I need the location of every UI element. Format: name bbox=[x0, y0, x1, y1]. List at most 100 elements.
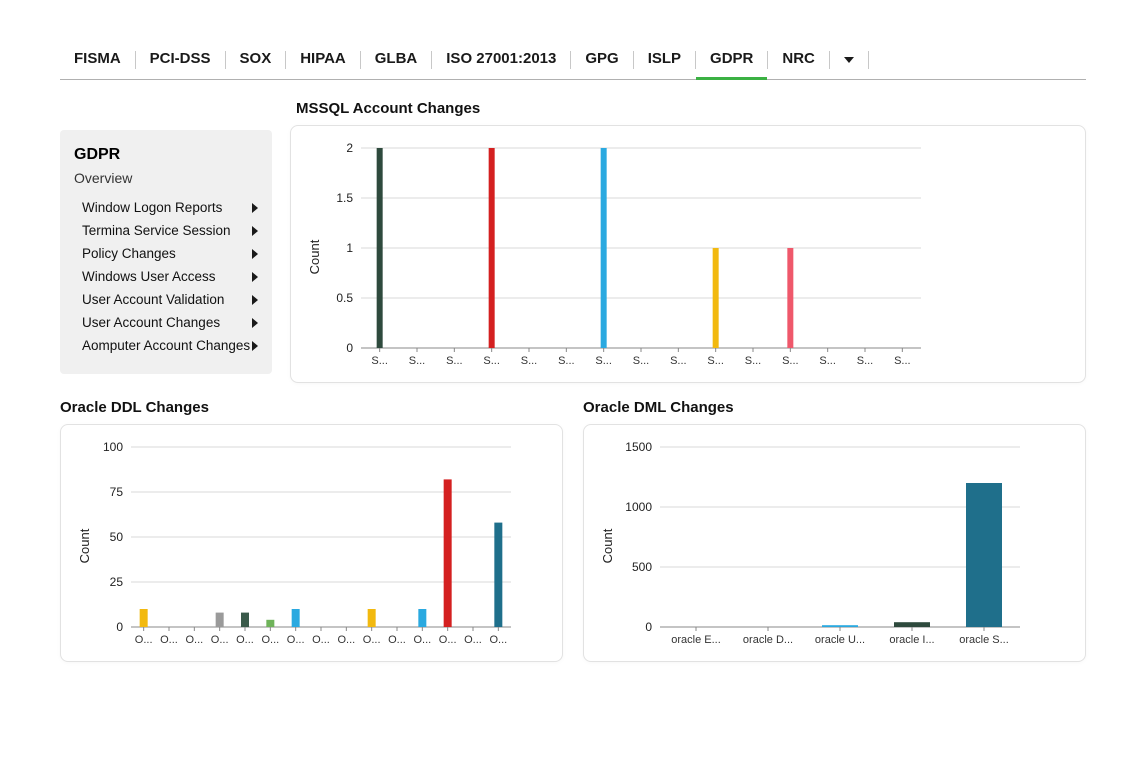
svg-text:S...: S... bbox=[483, 355, 500, 367]
svg-text:oracle E...: oracle E... bbox=[671, 634, 721, 646]
sidebar-items: Window Logon Reports Termina Service Sess… bbox=[74, 196, 258, 357]
bar[interactable] bbox=[377, 148, 383, 348]
bar[interactable] bbox=[216, 613, 224, 627]
svg-text:O...: O... bbox=[185, 634, 203, 646]
svg-text:S...: S... bbox=[745, 355, 762, 367]
svg-text:oracle S...: oracle S... bbox=[959, 634, 1009, 646]
bar[interactable] bbox=[713, 248, 719, 348]
bar[interactable] bbox=[787, 248, 793, 348]
tab-iso-27001-2013[interactable]: ISO 27001:2013 bbox=[432, 40, 570, 80]
bar[interactable] bbox=[241, 613, 249, 627]
svg-text:O...: O... bbox=[236, 634, 254, 646]
sidebar-item-label: User Account Changes bbox=[82, 315, 220, 330]
svg-text:S...: S... bbox=[446, 355, 463, 367]
svg-text:oracle I...: oracle I... bbox=[889, 634, 934, 646]
bar[interactable] bbox=[444, 479, 452, 627]
mssql-chart: 00.511.52S...S...S...S...S...S...S...S..… bbox=[299, 140, 941, 374]
svg-text:0: 0 bbox=[116, 620, 123, 634]
sidebar-item-aomputer-account-changes[interactable]: Aomputer Account Changes bbox=[74, 334, 258, 357]
bar[interactable] bbox=[494, 523, 502, 627]
svg-text:500: 500 bbox=[632, 560, 652, 574]
svg-text:1500: 1500 bbox=[625, 440, 652, 454]
svg-text:S...: S... bbox=[707, 355, 724, 367]
tab-nrc[interactable]: NRC bbox=[768, 40, 829, 80]
svg-text:S...: S... bbox=[819, 355, 836, 367]
svg-text:O...: O... bbox=[413, 634, 431, 646]
bar[interactable] bbox=[966, 483, 1002, 627]
svg-text:25: 25 bbox=[110, 575, 124, 589]
mssql-chart-wrap: Count 00.511.52S...S...S...S...S...S...S… bbox=[299, 140, 1067, 374]
chevron-right-icon bbox=[252, 341, 258, 351]
svg-text:1000: 1000 bbox=[625, 500, 652, 514]
oracle-ddl-section: Oracle DDL Changes Count 0255075100O...O… bbox=[60, 399, 563, 662]
bar[interactable] bbox=[368, 609, 376, 627]
svg-text:O...: O... bbox=[489, 634, 507, 646]
bar[interactable] bbox=[418, 609, 426, 627]
tab-separator bbox=[868, 51, 869, 69]
bar[interactable] bbox=[489, 148, 495, 348]
tab-sox[interactable]: SOX bbox=[226, 40, 286, 80]
tab-gdpr[interactable]: GDPR bbox=[696, 40, 767, 80]
svg-text:O...: O... bbox=[261, 634, 279, 646]
svg-text:O...: O... bbox=[135, 634, 153, 646]
chevron-right-icon bbox=[252, 226, 258, 236]
oracle-ddl-card: Count 0255075100O...O...O...O...O...O...… bbox=[60, 424, 563, 662]
mssql-ylabel: Count bbox=[307, 240, 322, 275]
svg-text:O...: O... bbox=[464, 634, 482, 646]
sidebar-item-label: Termina Service Session bbox=[82, 223, 231, 238]
sidebar-subtitle[interactable]: Overview bbox=[74, 170, 258, 186]
tab-hipaa[interactable]: HIPAA bbox=[286, 40, 360, 80]
svg-text:S...: S... bbox=[558, 355, 575, 367]
bar[interactable] bbox=[266, 620, 274, 627]
svg-text:S...: S... bbox=[670, 355, 687, 367]
sidebar-title: GDPR bbox=[74, 146, 258, 164]
tab-islp[interactable]: ISLP bbox=[634, 40, 695, 80]
bar[interactable] bbox=[601, 148, 607, 348]
bar[interactable] bbox=[822, 625, 858, 627]
tab-glba[interactable]: GLBA bbox=[361, 40, 432, 80]
svg-text:S...: S... bbox=[633, 355, 650, 367]
sidebar-item-label: Policy Changes bbox=[82, 246, 176, 261]
bar[interactable] bbox=[292, 609, 300, 627]
sidebar-item-termina-service-session[interactable]: Termina Service Session bbox=[74, 219, 258, 242]
tab-fisma[interactable]: FISMA bbox=[60, 40, 135, 80]
sidebar-item-label: Window Logon Reports bbox=[82, 200, 222, 215]
chevron-right-icon bbox=[252, 272, 258, 282]
svg-text:O...: O... bbox=[287, 634, 305, 646]
sidebar-item-label: Windows User Access bbox=[82, 269, 216, 284]
svg-text:50: 50 bbox=[110, 530, 124, 544]
svg-text:100: 100 bbox=[103, 440, 123, 454]
row-1: GDPR Overview Window Logon Reports Termin… bbox=[60, 100, 1086, 383]
oracle-ddl-title: Oracle DDL Changes bbox=[60, 399, 563, 416]
bar[interactable] bbox=[894, 622, 930, 627]
bar[interactable] bbox=[140, 609, 148, 627]
svg-text:0: 0 bbox=[645, 620, 652, 634]
tab-gpg[interactable]: GPG bbox=[571, 40, 632, 80]
svg-text:O...: O... bbox=[312, 634, 330, 646]
svg-text:1.5: 1.5 bbox=[336, 191, 353, 205]
svg-text:oracle D...: oracle D... bbox=[743, 634, 793, 646]
sidebar-item-window-logon-reports[interactable]: Window Logon Reports bbox=[74, 196, 258, 219]
sidebar-item-windows-user-access[interactable]: Windows User Access bbox=[74, 265, 258, 288]
svg-text:0: 0 bbox=[346, 341, 353, 355]
gdpr-sidebar: GDPR Overview Window Logon Reports Termin… bbox=[60, 130, 272, 374]
row-2: Oracle DDL Changes Count 0255075100O...O… bbox=[60, 399, 1086, 662]
more-tabs-icon[interactable] bbox=[844, 57, 854, 63]
svg-text:S...: S... bbox=[782, 355, 799, 367]
oracle-dml-title: Oracle DML Changes bbox=[583, 399, 1086, 416]
sidebar-item-label: Aomputer Account Changes bbox=[82, 338, 250, 353]
chevron-right-icon bbox=[252, 249, 258, 259]
svg-text:O...: O... bbox=[388, 634, 406, 646]
oracle-dml-chart-wrap: Count 050010001500oracle E...oracle D...… bbox=[592, 439, 1067, 653]
chevron-right-icon bbox=[252, 295, 258, 305]
svg-text:0.5: 0.5 bbox=[336, 291, 353, 305]
sidebar-item-policy-changes[interactable]: Policy Changes bbox=[74, 242, 258, 265]
oracle-ddl-chart: 0255075100O...O...O...O...O...O...O...O.… bbox=[69, 439, 531, 653]
svg-text:1: 1 bbox=[346, 241, 353, 255]
oracle-dml-section: Oracle DML Changes Count 050010001500ora… bbox=[583, 399, 1086, 662]
chevron-right-icon bbox=[252, 318, 258, 328]
tab-pci-dss[interactable]: PCI-DSS bbox=[136, 40, 225, 80]
sidebar-item-user-account-validation[interactable]: User Account Validation bbox=[74, 288, 258, 311]
compliance-tabs: FISMAPCI-DSSSOXHIPAAGLBAISO 27001:2013GP… bbox=[60, 40, 1086, 80]
sidebar-item-user-account-changes[interactable]: User Account Changes bbox=[74, 311, 258, 334]
